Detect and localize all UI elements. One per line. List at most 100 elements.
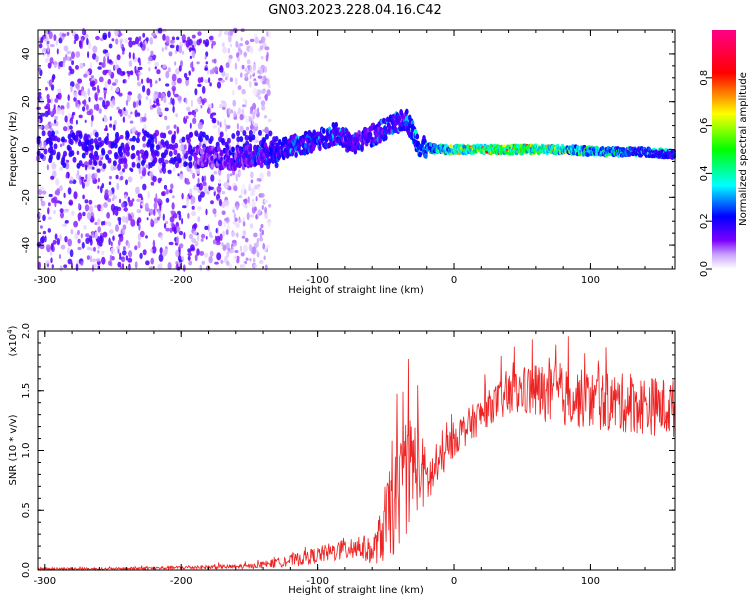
noise-speck xyxy=(131,152,136,159)
ridge-point xyxy=(226,154,231,161)
noise-speck xyxy=(215,240,221,246)
noise-speck xyxy=(92,86,97,91)
noise-speck xyxy=(169,227,173,233)
noise-speck xyxy=(49,57,54,64)
noise-speck xyxy=(73,220,78,228)
noise-speck xyxy=(124,38,129,44)
noise-speck xyxy=(77,103,80,109)
noise-speck xyxy=(39,225,43,229)
colorbar-tick-label: 0.2 xyxy=(699,213,710,229)
noise-speck xyxy=(224,199,230,207)
noise-speck xyxy=(121,215,127,223)
noise-speck xyxy=(199,264,203,271)
noise-speck xyxy=(159,132,164,139)
noise-speck xyxy=(190,200,194,205)
noise-speck xyxy=(92,258,96,263)
noise-speck xyxy=(83,225,87,230)
snr-xtick-label: -100 xyxy=(306,576,329,587)
noise-speck xyxy=(122,71,126,76)
spectrogram-axes: -300 -200 -100 0 100 40 20 0 -20 -40 xyxy=(21,29,675,286)
noise-speck xyxy=(86,38,89,46)
noise-speck xyxy=(262,76,265,82)
noise-speck xyxy=(226,125,231,129)
noise-speck xyxy=(150,257,154,265)
noise-speck xyxy=(187,255,191,261)
noise-speck xyxy=(125,132,130,139)
noise-speck xyxy=(208,104,213,108)
noise-speck xyxy=(56,107,61,115)
noise-speck xyxy=(50,110,54,116)
noise-speck xyxy=(139,41,143,48)
noise-speck xyxy=(181,34,186,42)
spectrogram-xtick-label: -200 xyxy=(170,275,193,286)
noise-speck xyxy=(150,181,155,186)
noise-speck xyxy=(84,119,87,124)
noise-speck xyxy=(238,195,243,199)
noise-speck xyxy=(157,263,161,270)
noise-speck xyxy=(264,46,270,51)
noise-speck xyxy=(196,234,200,242)
noise-speck xyxy=(116,54,121,61)
noise-speck xyxy=(177,95,182,102)
noise-speck xyxy=(259,162,264,169)
noise-speck xyxy=(39,97,45,105)
noise-speck xyxy=(262,242,266,250)
noise-speck xyxy=(225,76,228,81)
noise-speck xyxy=(38,188,42,196)
noise-speck xyxy=(183,232,186,240)
noise-speck xyxy=(102,99,106,108)
noise-speck xyxy=(252,257,256,263)
noise-speck xyxy=(185,97,188,105)
noise-speck xyxy=(44,235,47,243)
noise-speck xyxy=(193,230,198,236)
noise-speck xyxy=(250,179,254,184)
noise-speck xyxy=(91,80,96,87)
noise-speck xyxy=(56,48,59,55)
noise-speck xyxy=(108,237,111,246)
noise-speck xyxy=(197,206,202,211)
noise-speck xyxy=(43,35,47,39)
noise-speck xyxy=(173,93,179,98)
noise-speck xyxy=(116,245,121,250)
noise-speck xyxy=(95,55,99,63)
noise-speck xyxy=(222,230,226,237)
noise-speck xyxy=(136,112,141,117)
noise-speck xyxy=(140,205,143,209)
noise-speck xyxy=(137,66,143,70)
noise-speck xyxy=(162,33,166,41)
noise-speck xyxy=(238,171,242,176)
noise-speck xyxy=(145,96,149,101)
noise-speck xyxy=(79,62,84,69)
noise-speck xyxy=(67,124,70,132)
noise-speck xyxy=(219,131,224,138)
noise-speck xyxy=(77,246,82,251)
noise-speck xyxy=(114,209,119,216)
noise-speck xyxy=(93,263,97,269)
noise-speck xyxy=(157,27,163,34)
noise-speck xyxy=(50,175,55,180)
noise-speck xyxy=(236,204,239,209)
noise-speck xyxy=(149,98,152,106)
noise-speck xyxy=(52,239,57,245)
noise-speck xyxy=(108,229,114,234)
noise-speck xyxy=(146,88,151,96)
noise-speck xyxy=(194,130,199,137)
noise-speck xyxy=(251,246,257,255)
noise-speck xyxy=(51,75,55,83)
noise-speck xyxy=(146,217,149,221)
noise-speck xyxy=(115,38,119,45)
noise-speck xyxy=(171,222,175,228)
noise-speck xyxy=(105,100,110,107)
noise-speck xyxy=(110,103,113,107)
noise-speck xyxy=(179,173,184,180)
noise-speck xyxy=(94,131,99,138)
noise-speck xyxy=(43,141,47,149)
noise-speck xyxy=(181,50,185,55)
noise-speck xyxy=(167,169,172,174)
noise-speck xyxy=(80,233,83,239)
noise-speck xyxy=(151,32,157,37)
colorbar: 0.0 0.2 0.4 0.6 0.8 Normalized spectral ampl… xyxy=(699,30,749,277)
noise-speck xyxy=(233,116,238,120)
noise-speck xyxy=(45,260,50,264)
